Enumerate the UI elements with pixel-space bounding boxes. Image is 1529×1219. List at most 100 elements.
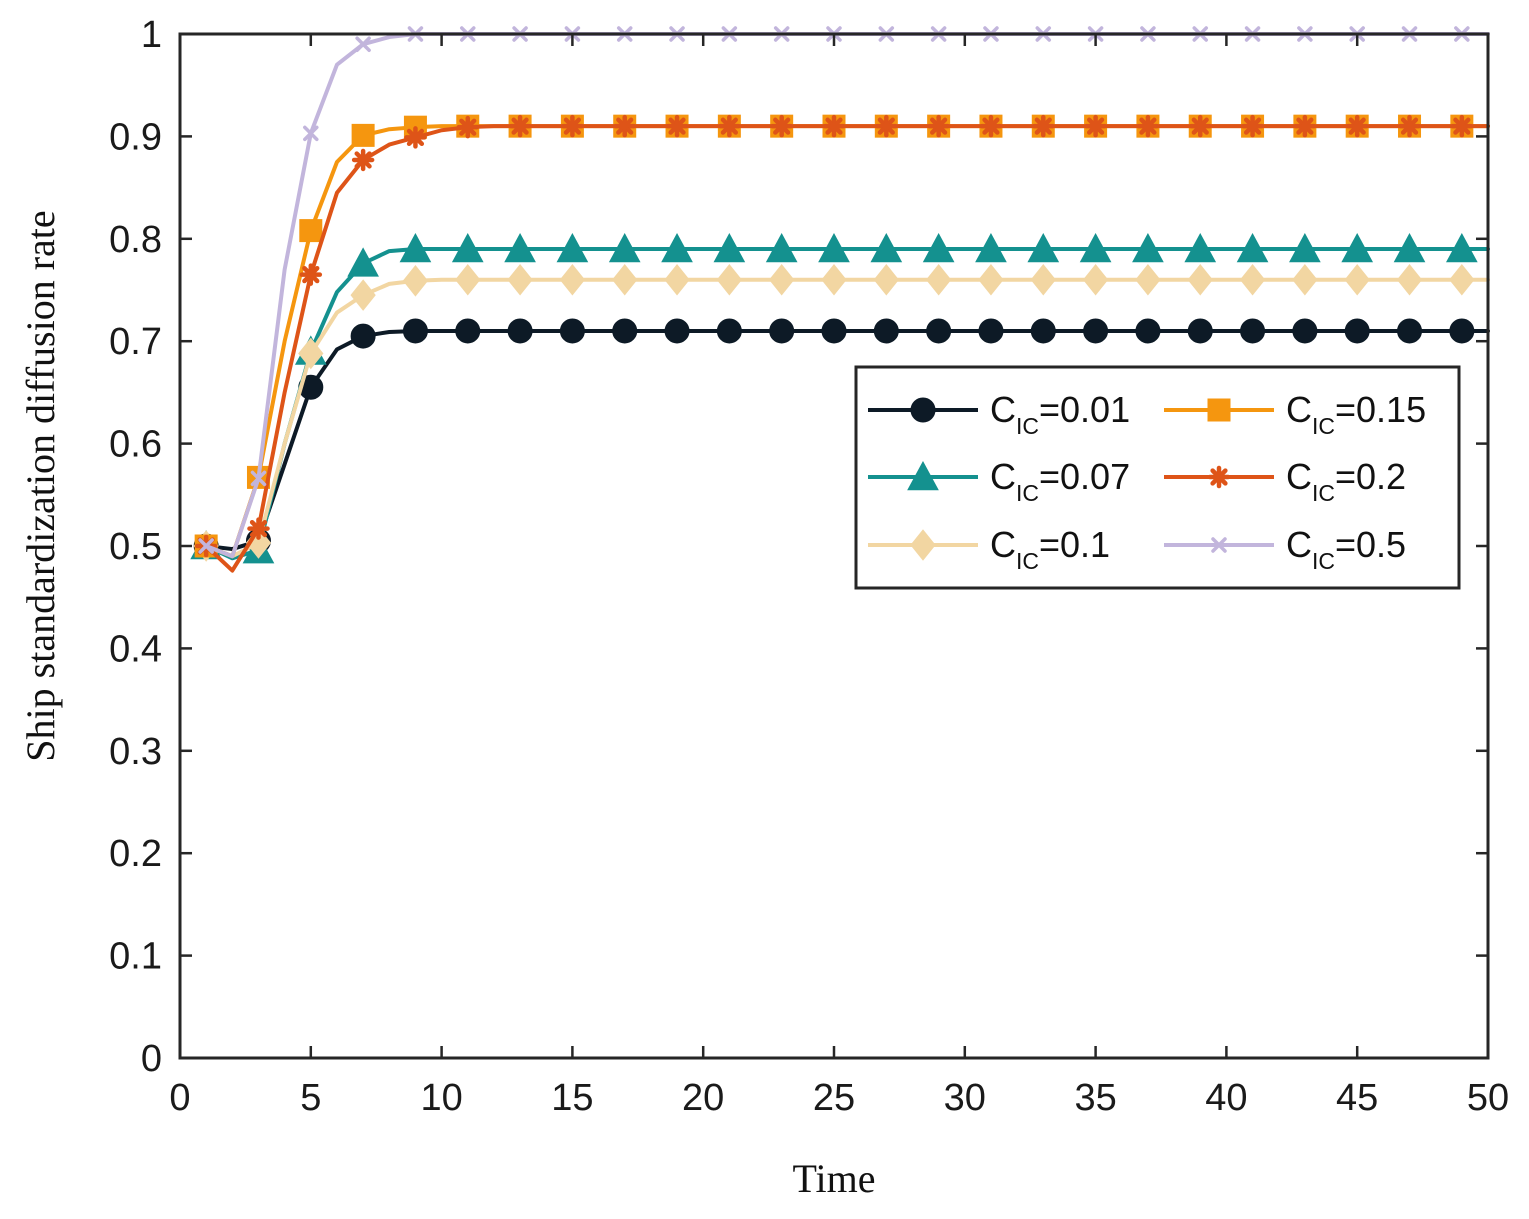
legend-label: CIC=0.07 bbox=[990, 456, 1130, 506]
data-point-C_IC=0.01-t39 bbox=[1187, 318, 1213, 344]
data-point-C_IC=0.01-t27 bbox=[873, 318, 899, 344]
legend-label-value: =0.07 bbox=[1039, 456, 1130, 497]
data-point-C_IC=0.1-t19 bbox=[664, 263, 690, 296]
data-point-C_IC=0.1-t33 bbox=[1030, 263, 1056, 296]
data-point-C_IC=0.2-t29 bbox=[927, 114, 950, 138]
data-point-C_IC=0.07-t33 bbox=[1027, 232, 1060, 263]
data-point-C_IC=0.2-t7 bbox=[351, 148, 375, 172]
y-tick-label: 0.7 bbox=[109, 321, 162, 363]
data-point-C_IC=0.07-t45 bbox=[1341, 232, 1374, 263]
data-point-C_IC=0.5-t7 bbox=[355, 36, 371, 52]
data-point-C_IC=0.1-t17 bbox=[612, 263, 638, 296]
data-point-C_IC=0.1-t29 bbox=[925, 263, 952, 296]
data-point-C_IC=0.2-t21 bbox=[718, 114, 741, 138]
data-point-C_IC=0.1-t43 bbox=[1292, 263, 1318, 296]
legend-label-value: =0.01 bbox=[1039, 389, 1130, 430]
data-point-C_IC=0.07-t9 bbox=[399, 232, 432, 263]
y-tick-label: 0.8 bbox=[109, 219, 162, 261]
data-point-C_IC=0.07-t19 bbox=[661, 232, 693, 263]
x-tick-label: 5 bbox=[300, 1077, 321, 1119]
x-tick-label: 30 bbox=[944, 1077, 986, 1119]
series-C_IC=0.1 bbox=[193, 263, 1490, 562]
data-point-C_IC=0.1-t21 bbox=[716, 263, 743, 296]
data-point-C_IC=0.07-t25 bbox=[818, 232, 850, 263]
legend-label-main: C bbox=[990, 389, 1016, 430]
data-point-C_IC=0.01-t25 bbox=[821, 318, 847, 344]
x-tick-label: 15 bbox=[551, 1077, 593, 1119]
data-point-C_IC=0.07-t31 bbox=[975, 232, 1007, 263]
data-point-C_IC=0.2-t41 bbox=[1241, 114, 1264, 138]
data-point-C_IC=0.07-t27 bbox=[870, 232, 903, 263]
legend-swatch-marker bbox=[907, 460, 939, 491]
data-point-C_IC=0.2-t9 bbox=[404, 126, 427, 149]
legend-label: CIC=0.1 bbox=[990, 524, 1110, 574]
legend-entry-C_IC=0.07: CIC=0.07 bbox=[868, 456, 1130, 506]
data-point-C_IC=0.1-t37 bbox=[1135, 263, 1161, 296]
y-tick-label: 0.5 bbox=[109, 526, 162, 568]
data-point-C_IC=0.1-t49 bbox=[1449, 263, 1475, 296]
data-point-C_IC=0.01-t19 bbox=[664, 318, 690, 344]
data-point-C_IC=0.2-t11 bbox=[456, 115, 480, 139]
y-tick-label: 0.3 bbox=[109, 731, 162, 773]
legend-swatch-marker bbox=[1207, 465, 1231, 489]
data-point-C_IC=0.2-t3 bbox=[247, 517, 270, 540]
data-point-C_IC=0.1-t45 bbox=[1344, 263, 1370, 296]
data-point-C_IC=0.01-t21 bbox=[716, 318, 742, 344]
legend-entry-C_IC=0.15: CIC=0.15 bbox=[1164, 389, 1426, 439]
legend-label-main: C bbox=[1286, 524, 1312, 565]
legend-label-subscript: IC bbox=[1312, 413, 1335, 439]
data-point-C_IC=0.01-t45 bbox=[1344, 318, 1370, 344]
data-point-C_IC=0.2-t27 bbox=[875, 114, 898, 138]
legend-label-subscript: IC bbox=[1312, 548, 1335, 574]
legend-label: CIC=0.01 bbox=[990, 389, 1130, 439]
legend-swatch-marker bbox=[1211, 537, 1227, 553]
legend-label-main: C bbox=[990, 524, 1016, 565]
data-point-C_IC=0.1-t47 bbox=[1396, 263, 1423, 296]
legend-label-subscript: IC bbox=[1016, 548, 1039, 574]
data-point-C_IC=0.2-t13 bbox=[508, 114, 532, 138]
data-point-C_IC=0.07-t47 bbox=[1393, 232, 1426, 263]
legend-entry-C_IC=0.1: CIC=0.1 bbox=[868, 524, 1110, 574]
data-point-C_IC=0.01-t13 bbox=[507, 318, 533, 344]
y-tick-label: 0.9 bbox=[109, 116, 162, 158]
data-point-C_IC=0.2-t25 bbox=[822, 114, 846, 138]
data-point-C_IC=0.07-t21 bbox=[713, 232, 746, 263]
data-point-C_IC=0.2-t31 bbox=[979, 114, 1003, 138]
data-point-C_IC=0.2-t39 bbox=[1188, 114, 1212, 138]
data-point-C_IC=0.1-t11 bbox=[455, 263, 481, 296]
data-point-C_IC=0.1-t25 bbox=[821, 263, 847, 296]
data-point-C_IC=0.01-t29 bbox=[926, 318, 952, 344]
legend-label-subscript: IC bbox=[1016, 413, 1039, 439]
data-point-C_IC=0.07-t41 bbox=[1236, 232, 1269, 263]
data-point-C_IC=0.01-t17 bbox=[612, 318, 638, 344]
data-point-C_IC=0.2-t49 bbox=[1450, 114, 1474, 138]
data-point-C_IC=0.2-t45 bbox=[1345, 114, 1369, 138]
data-point-C_IC=0.2-t5 bbox=[299, 263, 323, 286]
data-point-C_IC=0.01-t11 bbox=[455, 318, 481, 344]
data-point-C_IC=0.1-t7 bbox=[350, 279, 376, 311]
legend: CIC=0.01CIC=0.07CIC=0.1CIC=0.15CIC=0.2CI… bbox=[854, 365, 1461, 590]
data-point-C_IC=0.01-t31 bbox=[978, 318, 1004, 344]
data-point-C_IC=0.15-t7 bbox=[351, 123, 375, 147]
data-point-C_IC=0.01-t15 bbox=[559, 318, 585, 344]
x-tick-label: 40 bbox=[1205, 1077, 1247, 1119]
legend-label-main: C bbox=[990, 456, 1016, 497]
x-tick-label: 20 bbox=[682, 1077, 724, 1119]
y-tick-label: 0.2 bbox=[109, 833, 162, 875]
data-point-C_IC=0.1-t23 bbox=[769, 263, 795, 296]
data-point-C_IC=0.07-t7 bbox=[347, 247, 379, 277]
legend-label-subscript: IC bbox=[1016, 480, 1039, 506]
data-point-C_IC=0.07-t29 bbox=[922, 232, 955, 263]
y-tick-label: 0.6 bbox=[109, 424, 162, 466]
data-point-C_IC=0.01-t47 bbox=[1397, 318, 1423, 344]
data-point-C_IC=0.01-t7 bbox=[350, 323, 376, 349]
data-point-C_IC=0.07-t35 bbox=[1079, 232, 1112, 263]
data-point-C_IC=0.01-t23 bbox=[769, 318, 795, 344]
x-tick-label: 45 bbox=[1336, 1077, 1378, 1119]
data-point-C_IC=0.07-t17 bbox=[608, 232, 641, 263]
data-point-C_IC=0.2-t33 bbox=[1032, 114, 1055, 138]
data-point-C_IC=0.1-t35 bbox=[1082, 263, 1109, 296]
data-point-C_IC=0.1-t31 bbox=[978, 263, 1004, 296]
legend-swatch-marker bbox=[910, 397, 936, 423]
